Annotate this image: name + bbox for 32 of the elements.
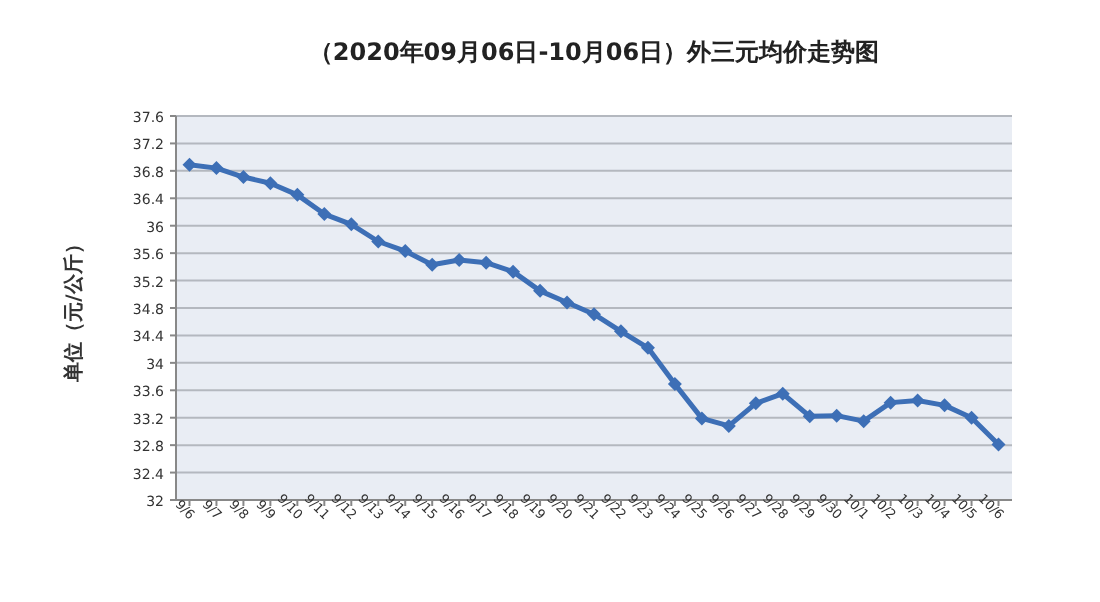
point — [317, 207, 332, 222]
point — [802, 409, 817, 424]
point — [883, 395, 898, 410]
point — [721, 418, 736, 433]
point — [937, 398, 952, 413]
point — [479, 255, 494, 270]
point — [587, 307, 601, 322]
point — [856, 414, 871, 429]
point — [991, 437, 1006, 452]
point — [964, 410, 979, 425]
point — [371, 234, 386, 249]
point — [748, 396, 763, 411]
point — [182, 157, 197, 172]
chart-title: （2020年09月06日-10月06日）外三元均价走势图 — [308, 38, 880, 66]
point — [344, 217, 359, 232]
point — [613, 324, 628, 339]
point — [694, 411, 709, 426]
point — [290, 187, 305, 202]
point — [640, 340, 655, 355]
point — [425, 257, 440, 272]
point — [236, 170, 251, 185]
point — [829, 408, 844, 423]
point — [209, 161, 224, 176]
y-axis-title: 单位（元/公斤） — [62, 234, 86, 384]
point — [910, 393, 925, 408]
point — [775, 386, 790, 401]
point — [398, 244, 413, 259]
point — [560, 295, 575, 310]
point — [506, 264, 521, 279]
point — [667, 377, 682, 392]
point — [533, 283, 548, 298]
point — [263, 176, 278, 191]
